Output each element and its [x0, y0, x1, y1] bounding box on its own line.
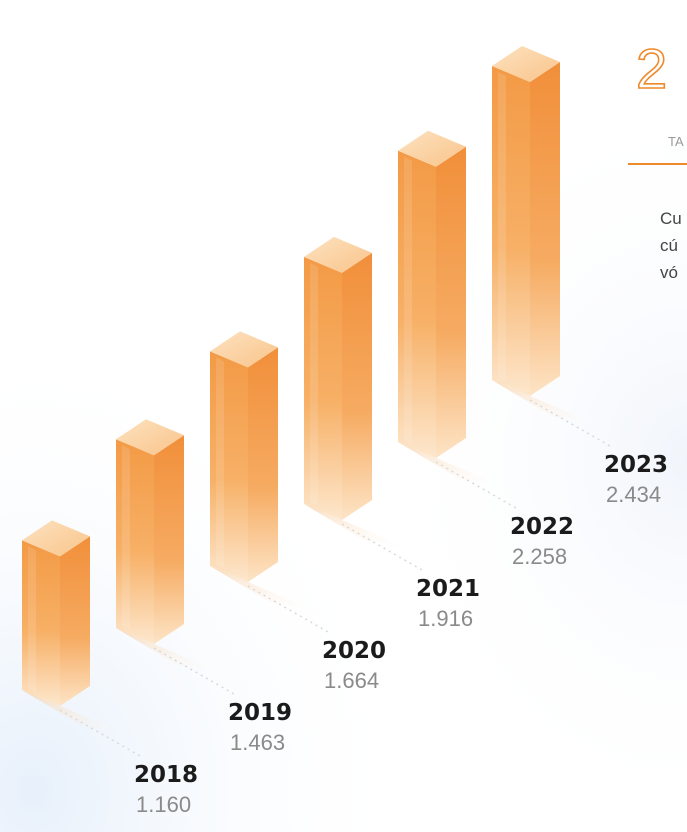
bar-side-face: [342, 252, 372, 520]
bar-2019: [116, 419, 184, 644]
bar-front-face: [116, 439, 154, 644]
header-description-line-3: vó: [660, 263, 678, 282]
bar-highlight: [216, 357, 224, 568]
bar-2021: [304, 236, 372, 520]
bar-shadow: [492, 380, 600, 426]
value-label: 2.434: [606, 482, 661, 507]
bar-2022: [398, 130, 466, 458]
year-label: 2019: [228, 700, 292, 726]
bar-side-face: [60, 536, 90, 706]
bar-highlight: [310, 262, 318, 506]
year-label: 2020: [322, 638, 386, 664]
bar-highlight: [28, 546, 36, 692]
year-label: 2018: [134, 762, 198, 788]
value-label: 2.258: [512, 544, 567, 569]
bar-top-face: [492, 46, 560, 83]
header-small-label: TA: [668, 134, 684, 149]
bar-shadow: [210, 566, 318, 612]
bar-connector: [247, 585, 329, 633]
bar-top-face: [304, 236, 372, 273]
bar-top-face: [116, 419, 184, 456]
bar-highlight: [498, 72, 506, 382]
value-label: 1.463: [230, 730, 285, 755]
value-label: 1.160: [136, 792, 191, 817]
header-description-line-2: cú: [660, 236, 678, 255]
year-label: 2022: [510, 514, 574, 540]
bar-2020: [210, 331, 278, 582]
bar-shadow: [116, 628, 224, 674]
bar-connector: [59, 709, 141, 757]
bar-front-face: [304, 256, 342, 520]
bar-top-face: [22, 520, 90, 557]
year-label: 2023: [604, 452, 668, 478]
value-label: 1.664: [324, 668, 379, 693]
header-description-line-1: Cu: [660, 209, 682, 228]
bar-top-face: [210, 331, 278, 368]
bar-2018: [22, 520, 90, 706]
bar-2023: [492, 46, 560, 396]
bar-front-face: [398, 150, 436, 458]
bar-highlight: [122, 445, 130, 630]
bar-front-face: [210, 351, 248, 582]
bar-side-face: [436, 146, 466, 458]
bar-connector: [153, 647, 235, 695]
value-label: 1.916: [418, 606, 473, 631]
bar-top-face: [398, 130, 466, 167]
bar-connector: [529, 399, 611, 447]
chart-header: 2 TA Cu cú vó: [628, 36, 687, 282]
bar-shadow: [22, 690, 130, 736]
bar-front-face: [492, 66, 530, 396]
bar-connector: [341, 523, 423, 571]
bar-front-face: [22, 540, 60, 706]
bar-highlight: [404, 156, 412, 444]
bar-side-face: [248, 347, 278, 582]
bar-side-face: [530, 62, 560, 396]
bar-side-face: [154, 435, 184, 644]
bar-shadow: [398, 442, 506, 488]
bar-shadow: [304, 504, 412, 550]
bar-connector: [435, 461, 517, 509]
year-label: 2021: [416, 576, 480, 602]
header-big-number: 2: [636, 37, 667, 100]
